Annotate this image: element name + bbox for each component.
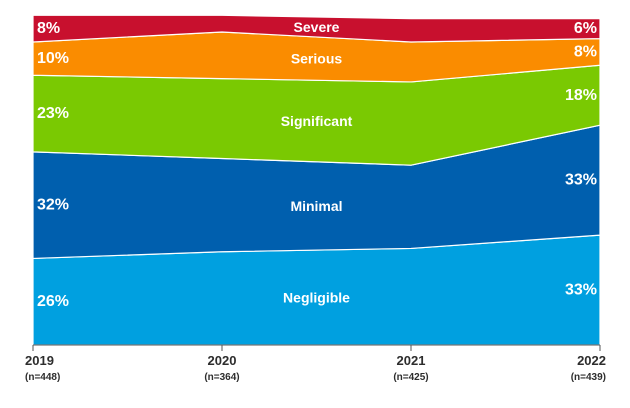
data-label-minimal-2019: 32% [37, 197, 69, 214]
data-label-severe-2019: 8% [37, 20, 60, 37]
x-tick-label-2021: 2021 [397, 353, 426, 368]
data-label-significant-2019: 23% [37, 105, 69, 122]
data-label-serious-2019: 10% [37, 50, 69, 67]
data-label-serious-2022: 8% [574, 43, 597, 60]
data-label-significant-2022: 18% [565, 87, 597, 104]
x-tick-sample-2020: (n=364) [204, 372, 239, 383]
series-label-minimal: Minimal [290, 198, 342, 214]
series-label-serious: Serious [291, 51, 343, 67]
x-tick-sample-2019: (n=448) [25, 372, 60, 383]
x-tick-sample-2022: (n=439) [571, 372, 606, 383]
x-tick-label-2022: 2022 [577, 353, 606, 368]
x-tick-label-2019: 2019 [25, 353, 54, 368]
data-labels: 26% 33% 32% 33% 23% 18% 10% 8% 8% 6% [37, 20, 597, 310]
series-label-severe: Severe [294, 19, 340, 35]
data-label-severe-2022: 6% [574, 20, 597, 37]
series-label-negligible: Negligible [283, 290, 350, 306]
area-bands [32, 14, 601, 346]
x-tick-label-2020: 2020 [208, 353, 237, 368]
area-band-severe [32, 14, 601, 43]
series-label-significant: Significant [281, 113, 353, 129]
x-tick-sample-2021: (n=425) [393, 372, 428, 383]
data-label-minimal-2022: 33% [565, 172, 597, 189]
series-labels: Negligible Minimal Significant Serious Sever… [281, 19, 353, 306]
x-axis: 2019 (n=448) 2020 (n=364) 2021 (n=425) 2022 (n=… [25, 344, 606, 383]
data-label-negligible-2022: 33% [565, 282, 597, 299]
data-label-negligible-2019: 26% [37, 293, 69, 310]
